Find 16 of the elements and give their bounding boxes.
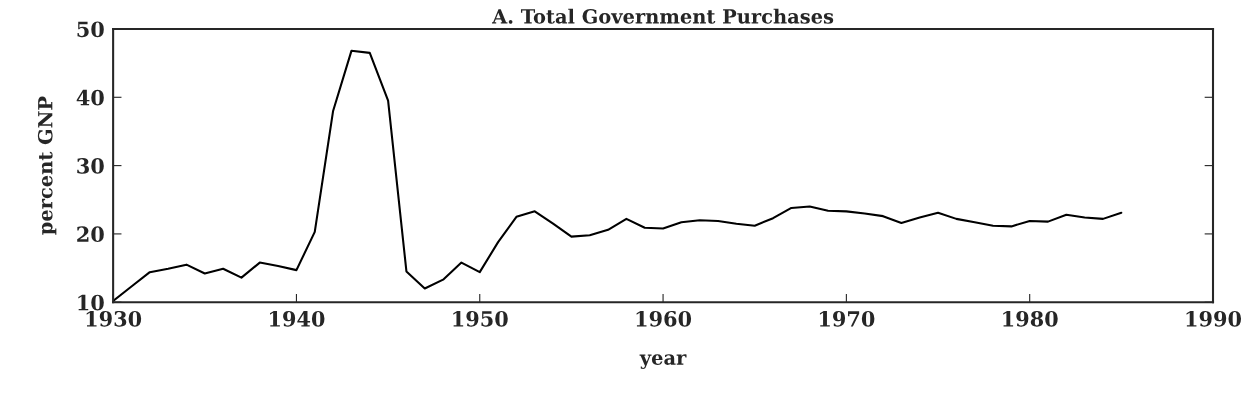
y-tick-label: 20 <box>77 226 104 243</box>
x-tick-label: 1930 <box>86 310 142 327</box>
chart-title: A. Total Government Purchases <box>491 8 834 24</box>
x-axis-title: year <box>639 354 687 369</box>
x-tick-label: 1940 <box>269 310 325 327</box>
y-tick-label: 50 <box>77 21 104 38</box>
x-tick-label: 1980 <box>1003 310 1058 327</box>
y-tick-label: 10 <box>78 294 104 311</box>
x-tick-label: 1950 <box>453 310 508 327</box>
y-tick-label: 30 <box>77 158 104 174</box>
y-axis-title: percent GNP <box>37 96 57 235</box>
line-series <box>113 49 1123 302</box>
x-tick-label: 1960 <box>636 310 692 327</box>
x-tick-label: 1990 <box>1186 310 1242 327</box>
x-tick-label: 1970 <box>819 310 875 327</box>
y-tick-label: 40 <box>76 89 104 106</box>
